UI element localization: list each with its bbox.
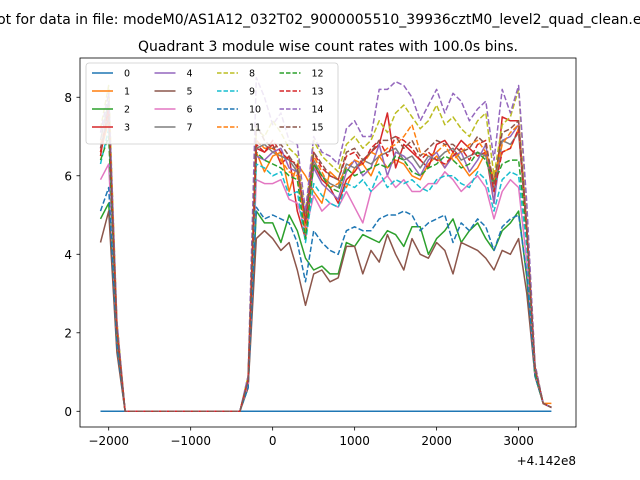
series-layer	[99, 76, 552, 413]
plot-frame	[79, 57, 577, 428]
series-line-10	[99, 186, 552, 413]
series-line-15	[99, 116, 552, 413]
y-tick-label: 6	[64, 169, 72, 183]
legend-label-12: 12	[312, 69, 324, 80]
legend-label-9: 9	[249, 87, 255, 98]
y-tick-label: 2	[64, 326, 72, 340]
ticks-layer: −2000 −1000 0 1000 2000 3000 0 2 4 6 8	[64, 91, 534, 448]
x-tick-label: 0	[269, 434, 277, 448]
y-tick-label: 0	[64, 405, 72, 419]
legend-label-11: 11	[249, 123, 261, 134]
x-tick-label: −1000	[170, 434, 211, 448]
figure-suptitle: Plot for data in file: modeM0/AS1A12_032…	[0, 12, 640, 28]
legend-label-13: 13	[312, 87, 324, 98]
legend-label-10: 10	[249, 105, 261, 116]
legend-label-2: 2	[124, 105, 130, 116]
x-tick-label: −2000	[88, 434, 129, 448]
legend-label-5: 5	[187, 87, 193, 98]
legend-box	[85, 62, 339, 145]
x-tick-label: 1000	[339, 434, 370, 448]
legend-label-15: 15	[312, 123, 324, 134]
legend-label-14: 14	[312, 105, 324, 116]
x-tick-label: 2000	[421, 434, 452, 448]
x-offset-label: +4.142e8	[517, 454, 576, 468]
series-line-14	[99, 76, 552, 413]
legend-label-7: 7	[187, 123, 193, 134]
series-line-9	[99, 127, 552, 413]
y-tick-label: 8	[64, 91, 72, 105]
series-line-13	[99, 108, 552, 413]
y-tick-label: 4	[64, 248, 72, 262]
legend-label-3: 3	[124, 123, 130, 134]
legend-label-6: 6	[187, 105, 193, 116]
axes-title: Quadrant 3 module wise count rates with …	[138, 39, 518, 55]
legend-label-8: 8	[249, 69, 255, 80]
x-tick-label: 3000	[503, 434, 534, 448]
legend-label-0: 0	[124, 69, 130, 80]
legend-label-1: 1	[124, 87, 130, 98]
legend-label-4: 4	[187, 69, 193, 80]
